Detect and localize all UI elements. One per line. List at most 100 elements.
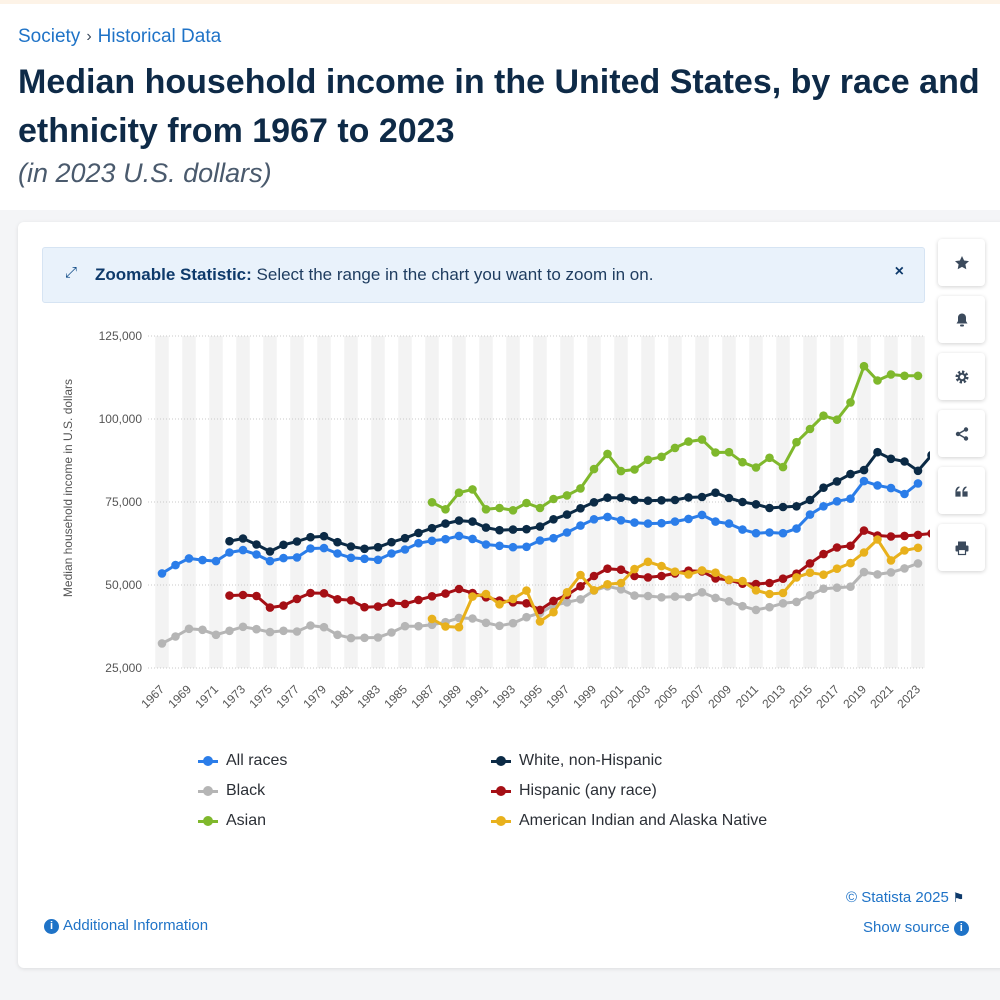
data-point[interactable] <box>603 493 612 502</box>
data-point[interactable] <box>211 630 221 640</box>
data-point[interactable] <box>643 519 653 528</box>
data-point[interactable] <box>562 510 572 519</box>
data-point[interactable] <box>252 624 261 634</box>
data-point[interactable] <box>832 497 842 506</box>
data-point[interactable] <box>549 596 558 606</box>
data-point[interactable] <box>387 549 396 558</box>
data-point[interactable] <box>400 621 410 631</box>
data-point[interactable] <box>886 532 896 541</box>
data-point[interactable] <box>886 483 896 493</box>
data-point[interactable] <box>873 376 882 385</box>
data-point[interactable] <box>441 589 450 598</box>
close-icon[interactable]: × <box>894 263 904 280</box>
data-point[interactable] <box>643 557 653 567</box>
data-point[interactable] <box>778 502 788 512</box>
data-point[interactable] <box>508 506 518 515</box>
data-point[interactable] <box>886 454 896 464</box>
data-point[interactable] <box>778 588 788 598</box>
data-point[interactable] <box>711 448 720 457</box>
data-point[interactable] <box>238 534 248 543</box>
data-point[interactable] <box>333 630 342 640</box>
data-point[interactable] <box>778 599 788 608</box>
data-point[interactable] <box>522 586 531 595</box>
data-point[interactable] <box>846 398 855 407</box>
data-point[interactable] <box>360 554 369 564</box>
data-point[interactable] <box>616 585 626 594</box>
favorite-button[interactable] <box>938 239 985 286</box>
data-point[interactable] <box>427 498 437 507</box>
data-point[interactable] <box>913 530 923 540</box>
data-point[interactable] <box>279 540 288 550</box>
data-point[interactable] <box>886 370 896 379</box>
data-point[interactable] <box>468 517 477 526</box>
data-point[interactable] <box>738 601 747 611</box>
data-point[interactable] <box>900 546 909 555</box>
additional-information-link[interactable]: i Additional Information <box>44 917 208 934</box>
data-point[interactable] <box>265 627 275 637</box>
data-point[interactable] <box>711 568 720 577</box>
data-point[interactable] <box>657 496 666 505</box>
data-point[interactable] <box>900 564 909 573</box>
data-point[interactable] <box>184 554 194 563</box>
data-point[interactable] <box>373 602 383 611</box>
breadcrumb-current-link[interactable]: Historical Data <box>97 26 222 47</box>
data-point[interactable] <box>873 481 882 490</box>
data-point[interactable] <box>913 479 923 488</box>
data-point[interactable] <box>427 592 437 601</box>
data-point[interactable] <box>657 571 666 581</box>
data-point[interactable] <box>684 437 693 446</box>
data-point[interactable] <box>778 528 788 538</box>
data-point[interactable] <box>387 537 396 547</box>
data-point[interactable] <box>603 449 612 459</box>
data-point[interactable] <box>630 591 639 600</box>
data-point[interactable] <box>643 573 653 582</box>
data-point[interactable] <box>265 603 275 612</box>
data-point[interactable] <box>549 494 558 504</box>
data-point[interactable] <box>589 586 599 595</box>
data-point[interactable] <box>549 533 558 543</box>
data-point[interactable] <box>360 633 369 643</box>
data-point[interactable] <box>657 593 666 602</box>
data-point[interactable] <box>832 583 842 592</box>
data-point[interactable] <box>684 592 693 602</box>
data-point[interactable] <box>225 626 234 636</box>
data-point[interactable] <box>306 532 315 542</box>
data-point[interactable] <box>805 591 815 600</box>
data-point[interactable] <box>346 633 356 643</box>
data-point[interactable] <box>184 624 194 634</box>
data-point[interactable] <box>238 590 248 600</box>
data-point[interactable] <box>697 435 707 444</box>
data-point[interactable] <box>265 547 275 556</box>
data-point[interactable] <box>576 521 585 530</box>
data-point[interactable] <box>441 505 450 514</box>
data-point[interactable] <box>508 594 518 604</box>
share-button[interactable] <box>938 410 985 457</box>
data-point[interactable] <box>900 457 909 466</box>
data-point[interactable] <box>238 622 248 632</box>
data-point[interactable] <box>279 601 288 610</box>
data-point[interactable] <box>252 591 261 601</box>
data-point[interactable] <box>454 516 464 525</box>
data-point[interactable] <box>562 491 572 500</box>
data-point[interactable] <box>427 523 437 533</box>
data-point[interactable] <box>414 528 423 538</box>
data-point[interactable] <box>765 503 774 513</box>
legend-item-all-races[interactable]: All races <box>198 752 287 770</box>
data-point[interactable] <box>927 451 930 460</box>
data-point[interactable] <box>765 528 774 537</box>
data-point[interactable] <box>495 541 504 551</box>
data-point[interactable] <box>711 517 720 526</box>
data-point[interactable] <box>360 602 369 612</box>
data-point[interactable] <box>846 558 855 568</box>
data-point[interactable] <box>711 488 720 497</box>
data-point[interactable] <box>522 524 531 534</box>
data-point[interactable] <box>670 567 680 576</box>
data-point[interactable] <box>616 578 626 588</box>
data-point[interactable] <box>427 614 437 624</box>
data-point[interactable] <box>630 518 639 527</box>
data-point[interactable] <box>414 621 423 631</box>
data-point[interactable] <box>859 567 869 577</box>
data-point[interactable] <box>792 573 801 582</box>
data-point[interactable] <box>738 497 747 507</box>
income-line-chart[interactable]: 125,000 100,000 75,000 50,000 25,000 1967196… <box>40 320 930 740</box>
